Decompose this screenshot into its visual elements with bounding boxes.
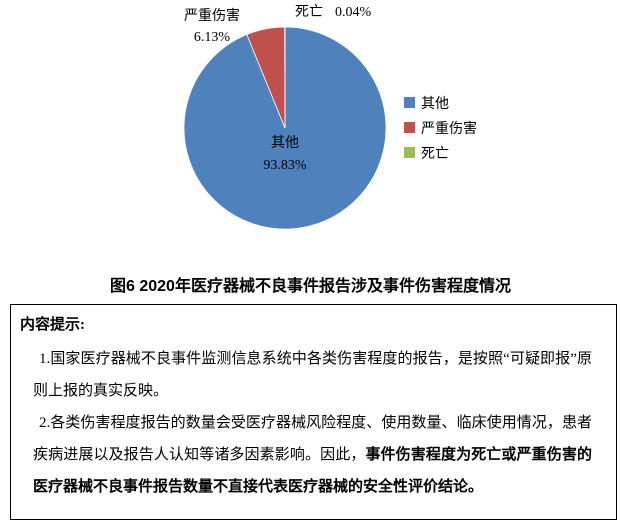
chart-legend: 其他 严重伤害 死亡 xyxy=(404,95,477,170)
pie-label-serious-injury: 严重伤害 6.13% xyxy=(176,6,248,48)
pie-label-other-name: 其他 xyxy=(271,136,299,151)
pie-label-death: 死亡 0.04% xyxy=(295,2,371,23)
tips-heading: 内容提示: xyxy=(20,317,85,333)
legend-item-serious-injury: 严重伤害 xyxy=(404,120,477,137)
legend-item-death: 死亡 xyxy=(404,145,477,162)
figure-caption: 图6 2020年医疗器械不良事件报告涉及事件伤害程度情况 xyxy=(110,278,511,295)
pie-label-serious-injury-name: 严重伤害 xyxy=(184,9,240,24)
pie-label-other-pct: 93.83% xyxy=(263,158,307,173)
pie-label-death-name: 死亡 xyxy=(295,5,323,20)
content-tips-box: 内容提示: 1.国家医疗器械不良事件监测信息系统中各类伤害程度的报告，是按照“可… xyxy=(10,304,617,520)
legend-swatch-other xyxy=(404,97,415,108)
pie-label-other: 其他 93.83% xyxy=(243,133,327,177)
legend-label-other: 其他 xyxy=(421,96,449,112)
legend-swatch-death xyxy=(404,147,415,158)
pie-label-serious-injury-pct: 6.13% xyxy=(193,30,231,45)
legend-item-other: 其他 xyxy=(404,95,477,112)
pie-label-death-pct: 0.04% xyxy=(335,5,372,20)
tips-item-1: 1.国家医疗器械不良事件监测信息系统中各类伤害程度的报告，是按照“可疑即报”原则… xyxy=(33,351,592,399)
legend-label-death: 死亡 xyxy=(421,146,449,162)
legend-label-serious-injury: 严重伤害 xyxy=(421,121,477,137)
tips-item-2-normal: 2.各类伤害程度报告的数量会受医疗器械风险程度、使用数量、临床使用情况，患者疾病… xyxy=(33,415,592,463)
legend-swatch-serious-injury xyxy=(404,122,415,133)
pie-chart xyxy=(183,26,387,230)
tips-item-2: 2.各类伤害程度报告的数量会受医疗器械风险程度、使用数量、临床使用情况，患者疾病… xyxy=(11,407,616,503)
tips-item-2-emphasis: 事件伤害程度为死亡或严重伤害的医疗器械不良事件报告数量不直接代表医疗器械的安全性… xyxy=(33,447,592,495)
